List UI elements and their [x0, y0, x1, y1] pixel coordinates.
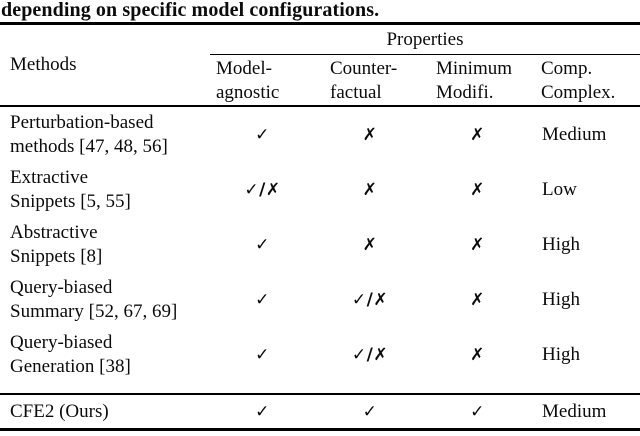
cell-model-agnostic: ✓ [255, 344, 270, 365]
method-name: Perturbation-based methods [47, 48, 56] [10, 112, 168, 157]
column-header-comp-complexity: Comp. Complex. [541, 58, 616, 103]
table-row: Perturbation-based methods [47, 48, 56] … [0, 107, 640, 162]
row-spacer [0, 382, 640, 393]
cell-model-agnostic: ✓ [255, 401, 270, 422]
table-top-rule [0, 22, 640, 25]
table-header: Methods Properties Model- agnostic Count… [0, 25, 640, 105]
column-header-minimum-modification: Minimum Modifi. [436, 58, 513, 103]
cell-minimum-modification: ✗ [470, 234, 485, 255]
cell-minimum-modification: ✗ [470, 179, 485, 200]
table-bottom-rule [0, 428, 640, 431]
header-bottom-rule [0, 105, 640, 107]
cell-counterfactual: ✓/✗ [351, 344, 389, 365]
cell-complexity: High [542, 288, 580, 310]
table-row-ours: CFE2 (Ours) ✓ ✓ ✓ Medium [0, 395, 640, 428]
cell-complexity: High [542, 233, 580, 255]
cell-counterfactual: ✓/✗ [351, 289, 389, 310]
method-name: Query-biased Generation [38] [10, 332, 131, 377]
cell-counterfactual: ✗ [362, 179, 378, 200]
table-row: Query-biased Generation [38] ✓ ✓/✗ ✗ Hig… [0, 327, 640, 382]
cell-minimum-modification: ✗ [470, 289, 485, 310]
method-name: Abstractive Snippets [8] [10, 222, 103, 267]
cell-counterfactual: ✗ [362, 124, 378, 145]
table-row: Extractive Snippets [5, 55] ✓/✗ ✗ ✗ Low [0, 162, 640, 217]
cell-minimum-modification: ✗ [470, 124, 485, 145]
column-header-counterfactual: Counter- factual [330, 58, 398, 103]
method-name: Query-biased Summary [52, 67, 69] [10, 277, 178, 322]
cell-model-agnostic: ✓ [255, 234, 270, 255]
table-row: Query-biased Summary [52, 67, 69] ✓ ✓/✗ … [0, 272, 640, 327]
cell-complexity: High [542, 343, 580, 365]
cell-model-agnostic: ✓ [255, 124, 270, 145]
cell-counterfactual: ✓ [362, 401, 378, 422]
properties-group-header: Properties [210, 25, 640, 55]
cell-complexity: Low [542, 178, 577, 200]
cell-model-agnostic: ✓/✗ [244, 179, 281, 200]
column-header-model-agnostic: Model- agnostic [216, 58, 280, 103]
pre-ours-rule [0, 393, 640, 395]
cell-minimum-modification: ✗ [470, 344, 485, 365]
method-name: Extractive Snippets [5, 55] [10, 167, 131, 212]
cell-counterfactual: ✗ [362, 234, 378, 255]
methods-column-header: Methods [10, 54, 77, 75]
cell-complexity: Medium [542, 123, 607, 145]
cell-minimum-modification: ✓ [470, 401, 485, 422]
method-name: CFE2 (Ours) [10, 400, 109, 422]
table-row: Abstractive Snippets [8] ✓ ✗ ✗ High [0, 217, 640, 272]
table-caption: depending on specific model configuratio… [1, 0, 380, 21]
cell-complexity: Medium [542, 400, 607, 422]
cell-model-agnostic: ✓ [255, 289, 270, 310]
